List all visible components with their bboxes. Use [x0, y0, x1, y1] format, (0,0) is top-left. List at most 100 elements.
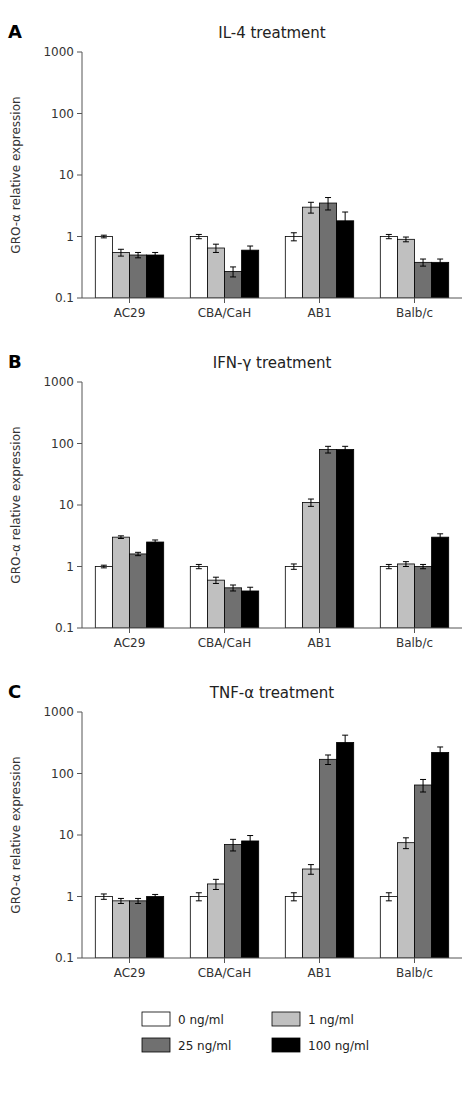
error-bar — [101, 894, 107, 899]
error-bar — [135, 898, 141, 903]
error-bar — [308, 499, 314, 506]
y-tick-label: 100 — [51, 767, 74, 781]
error-cap — [101, 899, 107, 900]
error-line — [155, 894, 156, 898]
panel-label: C — [8, 681, 21, 702]
x-tick — [129, 298, 130, 303]
x-tick — [319, 298, 320, 303]
legend: 0 ng/ml1 ng/ml25 ng/ml100 ng/ml — [142, 1012, 369, 1053]
y-tick-label: 10 — [59, 498, 74, 512]
x-tick-label: CBA/CaH — [198, 636, 252, 650]
y-tick — [77, 505, 82, 506]
error-cap — [213, 577, 219, 578]
error-cap — [135, 552, 141, 553]
error-bar — [437, 534, 443, 541]
bar — [285, 897, 302, 959]
error-bar — [403, 237, 409, 242]
y-axis-label: GRO-α relative expression — [9, 96, 23, 253]
error-cap — [325, 197, 331, 198]
error-cap — [118, 249, 124, 250]
error-line — [138, 552, 139, 555]
error-line — [250, 246, 251, 255]
y-tick-label: 0.1 — [55, 291, 74, 305]
error-cap — [196, 568, 202, 569]
error-line — [310, 865, 311, 875]
bar — [285, 567, 302, 629]
error-cap — [403, 566, 409, 567]
error-bar — [118, 536, 124, 539]
error-line — [345, 446, 346, 453]
y-tick-label: 1000 — [43, 375, 74, 389]
bar — [225, 845, 242, 958]
error-bar — [213, 879, 219, 889]
error-cap — [152, 544, 158, 545]
error-line — [388, 893, 389, 901]
bar — [320, 449, 337, 628]
error-line — [233, 839, 234, 851]
bar — [432, 752, 449, 958]
error-cap — [437, 540, 443, 541]
error-line — [198, 564, 199, 568]
bar — [415, 262, 432, 298]
x-tick-label: AC29 — [114, 636, 146, 650]
error-cap — [118, 538, 124, 539]
error-cap — [247, 587, 253, 588]
x-tick — [414, 298, 415, 303]
error-cap — [308, 506, 314, 507]
error-cap — [342, 453, 348, 454]
y-tick-label: 10 — [59, 828, 74, 842]
title: TNF-α treatment — [209, 684, 334, 702]
error-cap — [196, 900, 202, 901]
bar — [397, 843, 414, 958]
error-bar — [342, 446, 348, 453]
error-line — [250, 587, 251, 595]
error-bar — [213, 577, 219, 583]
error-cap — [118, 535, 124, 536]
bar — [112, 252, 129, 298]
error-line — [328, 446, 329, 453]
error-cap — [420, 266, 426, 267]
legend-swatch — [272, 1012, 300, 1026]
title: IL-4 treatment — [218, 24, 326, 42]
error-line — [233, 267, 234, 277]
x-tick — [224, 958, 225, 963]
error-bar — [230, 585, 236, 591]
error-line — [293, 233, 294, 241]
bar — [415, 567, 432, 629]
error-bar — [420, 564, 426, 568]
error-line — [198, 234, 199, 238]
error-line — [233, 585, 234, 591]
x-tick — [224, 298, 225, 303]
error-cap — [437, 533, 443, 534]
error-cap — [101, 893, 107, 894]
error-bar — [196, 234, 202, 238]
error-cap — [135, 898, 141, 899]
error-line — [103, 894, 104, 899]
error-cap — [152, 539, 158, 540]
error-bar — [247, 587, 253, 595]
error-cap — [386, 900, 392, 901]
error-cap — [213, 879, 219, 880]
error-line — [440, 534, 441, 541]
legend-label: 1 ng/ml — [308, 1013, 354, 1027]
error-cap — [420, 259, 426, 260]
error-cap — [291, 232, 297, 233]
y-tick — [77, 896, 82, 897]
error-cap — [247, 595, 253, 596]
legend-label: 0 ng/ml — [178, 1013, 224, 1027]
error-cap — [152, 257, 158, 258]
error-cap — [291, 892, 297, 893]
bar — [130, 554, 147, 628]
bar — [320, 203, 337, 298]
error-cap — [152, 898, 158, 899]
error-bar — [308, 202, 314, 213]
x-tick — [129, 628, 130, 633]
x-tick-label: AB1 — [307, 636, 331, 650]
bar — [285, 237, 302, 299]
error-bar — [342, 212, 348, 234]
y-tick-label: 1 — [66, 890, 74, 904]
y-tick — [77, 628, 82, 629]
bar — [190, 567, 207, 629]
error-cap — [291, 240, 297, 241]
error-cap — [325, 209, 331, 210]
